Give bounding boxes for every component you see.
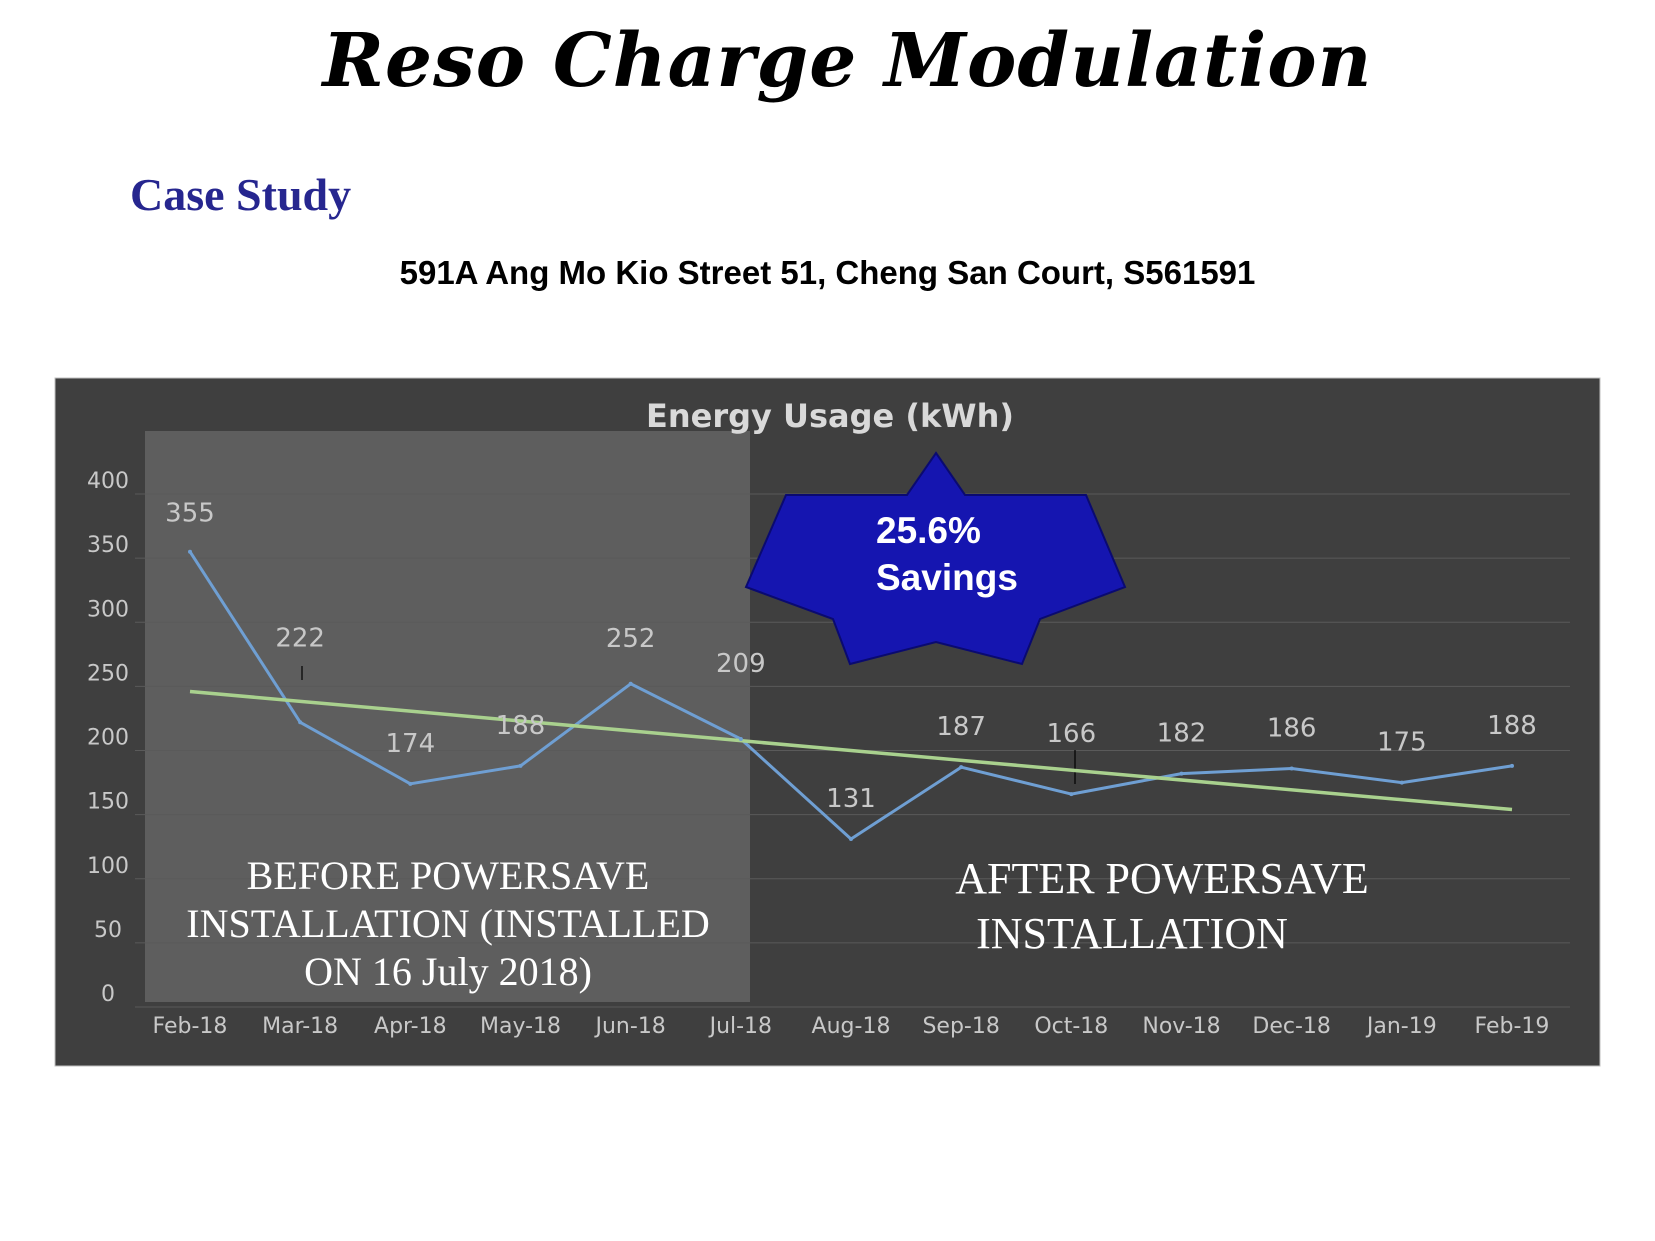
x-tick-label: Jan-19: [1365, 1014, 1437, 1039]
before-installation-region: [145, 431, 750, 1002]
y-tick-label: 150: [87, 790, 129, 815]
before-label-line-2: INSTALLATION (INSTALLED: [186, 901, 710, 946]
address-subtitle: 591A Ang Mo Kio Street 51, Cheng San Cou…: [399, 254, 1256, 291]
savings-percent: 25.6%: [876, 510, 981, 551]
x-tick-label: Mar-18: [262, 1014, 338, 1039]
data-label: 188: [496, 711, 546, 741]
data-label: 209: [716, 649, 766, 679]
slide-title: Reso Charge Modulation: [322, 18, 1373, 104]
before-label-line-3: ON 16 July 2018): [304, 949, 592, 994]
x-tick-label: Jul-18: [708, 1014, 772, 1039]
y-tick-label: 400: [87, 469, 129, 494]
data-point: [628, 681, 633, 686]
y-tick-label: 0: [101, 982, 115, 1007]
data-label: 355: [165, 499, 215, 529]
data-label: 166: [1047, 719, 1097, 749]
data-point: [408, 781, 413, 786]
data-label: 188: [1487, 711, 1537, 741]
y-tick-label: 350: [87, 533, 129, 558]
section-heading: Case Study: [130, 169, 352, 220]
data-label: 182: [1157, 719, 1207, 749]
trendline: [189, 689, 1513, 812]
data-point: [188, 549, 192, 554]
data-label: 252: [606, 624, 656, 654]
data-point: [1179, 771, 1184, 776]
data-label: 222: [275, 623, 325, 653]
data-point: [849, 836, 853, 841]
data-point: [298, 720, 303, 725]
data-label: 131: [826, 784, 876, 814]
data-label: 175: [1377, 728, 1427, 758]
x-axis-ticks: Feb-18 Mar-18 Apr-18 May-18 Jun-18 Jul-18 Aug-…: [153, 1014, 1550, 1039]
x-tick-label: Apr-18: [374, 1014, 447, 1039]
x-tick-label: Aug-18: [812, 1014, 891, 1039]
x-tick-label: Feb-19: [1475, 1014, 1550, 1039]
y-axis-ticks: 0 50 100 150 200 250 300 350 400: [87, 469, 129, 1007]
savings-star-badge: [744, 451, 1127, 666]
after-label-line-1: AFTER POWERSAVE: [955, 854, 1369, 903]
data-point: [959, 765, 964, 770]
series-layer: 355 222 174 188 252 209 131 187 166 182 186 175 188: [165, 499, 1537, 841]
data-point: [738, 736, 743, 741]
x-tick-label: Dec-18: [1252, 1014, 1331, 1039]
x-tick-label: Jun-18: [594, 1014, 666, 1039]
y-tick-label: 300: [87, 597, 129, 622]
y-tick-label: 250: [87, 661, 129, 686]
data-point: [1069, 792, 1074, 797]
y-tick-label: 50: [94, 918, 122, 943]
data-point: [1399, 780, 1404, 785]
x-tick-label: Oct-18: [1034, 1014, 1108, 1039]
data-label: 187: [936, 712, 986, 742]
x-tick-label: May-18: [480, 1014, 561, 1039]
data-point: [518, 763, 523, 768]
x-tick-label: Feb-18: [153, 1014, 228, 1039]
chart-title: Energy Usage (kWh): [646, 397, 1014, 435]
x-tick-label: Sep-18: [922, 1014, 999, 1039]
y-tick-label: 100: [87, 854, 129, 879]
y-tick-label: 200: [87, 726, 129, 751]
x-tick-label: Nov-18: [1142, 1014, 1220, 1039]
data-point: [1510, 763, 1514, 768]
before-label-line-1: BEFORE POWERSAVE: [247, 853, 650, 898]
savings-label: Savings: [876, 557, 1018, 598]
data-label: 186: [1267, 713, 1317, 743]
after-label-line-2: INSTALLATION: [976, 909, 1288, 958]
data-point: [1289, 766, 1294, 771]
data-label: 174: [386, 729, 436, 759]
